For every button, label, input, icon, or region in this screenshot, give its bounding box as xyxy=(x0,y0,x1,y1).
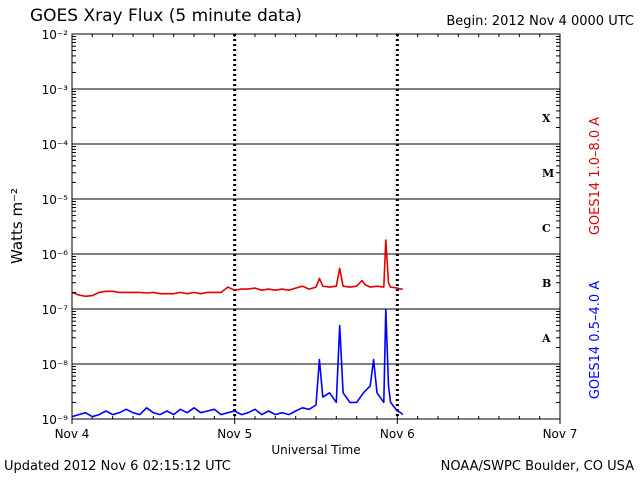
y-tick-label: 10⁻⁴ xyxy=(42,138,69,152)
flare-class-label: A xyxy=(541,332,551,345)
y-tick-label: 10⁻⁹ xyxy=(42,413,69,427)
updated-timestamp: Updated 2012 Nov 6 02:15:12 UTC xyxy=(4,459,231,474)
series-line-short xyxy=(71,308,404,418)
begin-time: Begin: 2012 Nov 4 0000 UTC xyxy=(446,14,634,29)
legend-short-channel: GOES14 0.5–4.0 A xyxy=(588,281,603,399)
y-tick-label: 10⁻³ xyxy=(42,83,69,97)
flare-class-label: X xyxy=(542,112,551,125)
flare-class-label: C xyxy=(542,222,551,235)
flare-class-label: M xyxy=(542,167,554,180)
y-tick-label: 10⁻² xyxy=(42,28,69,42)
series-line-long xyxy=(71,239,403,298)
x-tick-label: Nov 7 xyxy=(543,427,578,441)
x-tick-label: Nov 5 xyxy=(217,427,252,441)
source-credit: NOAA/SWPC Boulder, CO USA xyxy=(440,459,634,474)
y-tick-label: 10⁻⁵ xyxy=(42,193,69,207)
grid-layer xyxy=(72,33,560,420)
legend-long-channel: GOES14 1.0–8.0 A xyxy=(588,117,603,235)
x-tick-label: Nov 6 xyxy=(380,427,415,441)
series-layer xyxy=(71,239,404,418)
y-tick-label: 10⁻⁶ xyxy=(42,248,69,262)
chart-title: GOES Xray Flux (5 minute data) xyxy=(30,6,302,26)
x-tick-label: Nov 4 xyxy=(55,427,90,441)
y-tick-label: 10⁻⁷ xyxy=(42,303,69,317)
x-axis-label: Universal Time xyxy=(271,443,360,457)
plot-frame xyxy=(71,33,561,420)
flare-class-label: B xyxy=(542,277,551,290)
y-tick-label: 10⁻⁸ xyxy=(42,358,69,372)
y-axis-label: Watts m⁻² xyxy=(8,188,26,264)
